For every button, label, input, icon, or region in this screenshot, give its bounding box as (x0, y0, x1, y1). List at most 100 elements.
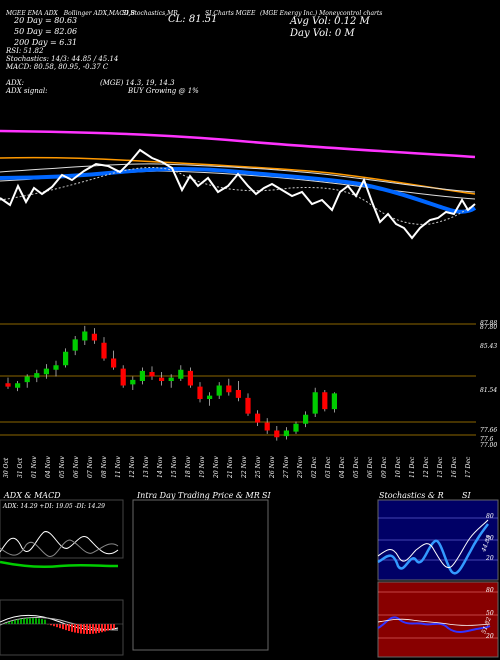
avg-volume: Avg Vol: 0.12 M (290, 16, 370, 27)
macd-line (0, 614, 119, 631)
date-label: 19 Nov (199, 456, 206, 478)
header-symbol: MGEE (6, 10, 26, 17)
date-label: 25 Nov (255, 456, 262, 478)
candle-body (15, 383, 21, 388)
candle-body (34, 373, 40, 378)
macd-histogram-bar (71, 624, 73, 632)
date-label: 12 Nov (129, 456, 136, 478)
price-label-5: 77.66 (480, 427, 498, 434)
rsi-value: 51.82 (480, 616, 493, 635)
price-label-3: 85.43 (480, 343, 498, 350)
date-label: 08 Nov (101, 456, 108, 478)
date-label: 31 Oct (17, 457, 24, 478)
candle-body (283, 430, 289, 437)
date-label: 18 Nov (185, 456, 192, 478)
macd-histogram-bar (104, 624, 106, 632)
date-label: 17 Dec (465, 456, 472, 478)
rsi-line (377, 616, 491, 633)
date-label: 11 Nov (115, 456, 122, 478)
candle-body (130, 379, 136, 385)
macd-histogram-bar (68, 624, 70, 632)
price-label-2: 87.80 (480, 324, 498, 331)
price-label-1: 87.88 (480, 320, 498, 327)
candle-body (120, 368, 126, 386)
candle-body (63, 351, 69, 366)
macd-histogram-bar (56, 624, 58, 628)
macd-histogram-bar (44, 619, 46, 624)
candle-body (168, 377, 174, 381)
macd-histogram-bar (11, 621, 13, 624)
macd-histogram-bar (23, 618, 25, 624)
candle-body (149, 372, 155, 377)
adx-signal: BUY Growing @ 1% (128, 87, 199, 95)
rsi-panel-frame (377, 581, 499, 658)
macd-histogram-bar (41, 619, 43, 624)
date-label: 06 Nov (73, 456, 80, 478)
close-price: CL: 81.51 (168, 14, 218, 25)
macd-histogram-bar (80, 624, 82, 634)
candle-body (274, 430, 280, 438)
main-chart (0, 129, 477, 441)
date-label: 05 Dec (353, 456, 360, 478)
macd-histogram-bar (35, 618, 37, 624)
adx-panel-values: ADX: 14.29 +DI: 19.05 -DI: 14.29 (3, 503, 105, 510)
header-title-line: MGEE EMA ADX Bollinger ADX,MACD,B (6, 10, 135, 17)
macd-histogram-bar (98, 624, 100, 633)
candle-body (216, 385, 222, 396)
stoch-si: SI (462, 491, 471, 500)
date-label: 22 Nov (241, 456, 248, 478)
date-label: 01 Nov (31, 456, 38, 478)
stoch-label: Stochastics: 14/3: 44.85 / 45.14 (6, 55, 119, 63)
macd-histogram-bar (92, 624, 94, 634)
macd-panel-frame (0, 599, 124, 656)
rsi-label-80: 80 (486, 587, 494, 594)
macd-histogram-bar (17, 619, 19, 624)
date-label: 10 Dec (395, 456, 402, 478)
header-charts-title: SI,Charts MGEE (205, 10, 256, 17)
candle-body (82, 331, 88, 341)
adx-signal-label: ADX signal: (6, 87, 48, 95)
date-label: 11 Dec (409, 456, 416, 478)
candle-body (226, 385, 232, 393)
macd-histogram-bar (38, 618, 40, 624)
candle-body (312, 392, 318, 414)
macd-label: MACD: 80.58, 80.95, -0.37 C (6, 63, 109, 71)
ema200-label: 200 Day = 6.31 (14, 38, 78, 47)
date-label: 05 Nov (59, 456, 66, 478)
macd-histogram-bar (113, 624, 115, 629)
rsi-label: RSI: 51.82 (6, 47, 44, 55)
candle-body (178, 369, 184, 379)
date-label: 06 Dec (367, 456, 374, 478)
date-label: 12 Dec (423, 456, 430, 478)
macd-histogram-bar (77, 624, 79, 634)
macd-histogram-bar (107, 624, 109, 631)
macd-histogram-bar (53, 624, 55, 627)
intraday-panel-frame (132, 499, 269, 651)
date-label: 07 Nov (87, 456, 94, 478)
adx-label: ADX: (6, 79, 25, 87)
header-indicators: SI,Stochastics,MR (122, 10, 178, 17)
date-label: 26 Nov (269, 456, 276, 478)
price-reference-lines (0, 323, 476, 436)
ema-short-line (0, 167, 477, 214)
candle-body (303, 414, 309, 424)
macd-histogram-bar (26, 618, 28, 624)
rsi-white-line (377, 618, 491, 626)
candle-body (187, 370, 193, 386)
date-label: 13 Nov (143, 456, 150, 478)
stoch-panel-frame (377, 499, 499, 581)
macd-histogram-bar (14, 620, 16, 624)
macd-histogram-bar (89, 624, 91, 634)
candle-body (264, 422, 270, 431)
stoch-k-line (377, 523, 490, 575)
macd-histogram-bar (110, 624, 112, 630)
candle-body (255, 413, 261, 423)
candles (5, 325, 337, 441)
ema50-label: 50 Day = 82.06 (14, 27, 78, 36)
candle-body (5, 383, 11, 387)
candle-body (91, 333, 97, 341)
candle-body (293, 423, 299, 432)
adx-line (0, 560, 119, 569)
macd-histogram-bar (50, 624, 52, 626)
candle-body (235, 390, 241, 398)
